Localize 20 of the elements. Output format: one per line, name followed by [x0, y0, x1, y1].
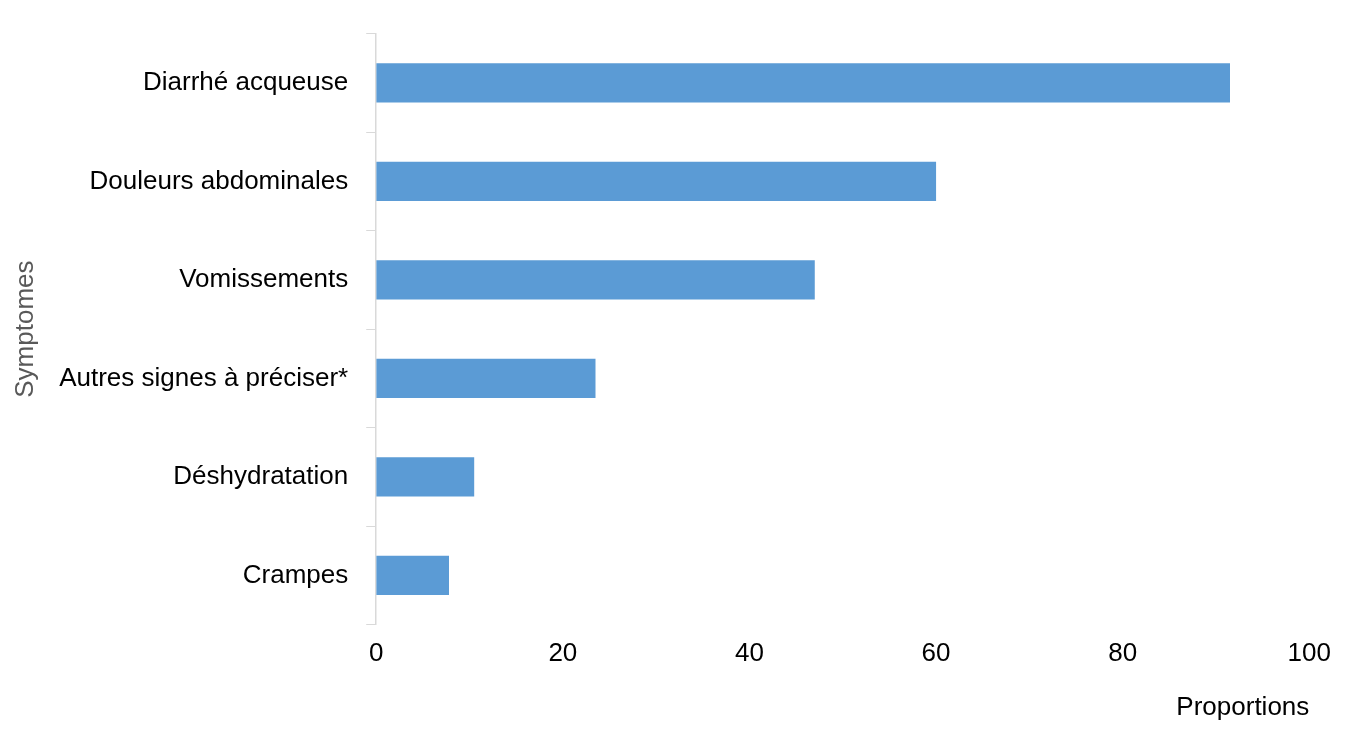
x-tick-label: 60	[921, 637, 951, 668]
y-tick-label: Diarrhé acqueuse	[142, 66, 349, 97]
x-tick-label: 40	[735, 637, 764, 668]
x-axis-title: Proportions	[1176, 690, 1310, 721]
bar	[376, 63, 1230, 103]
y-tick-label: Vomissements	[179, 263, 349, 294]
y-tick-label: Douleurs abdominales	[89, 164, 349, 195]
y-tick-label: Crampes	[242, 558, 349, 589]
x-tick-label: 100	[1287, 637, 1332, 668]
y-tick-label: Autres signes à préciser*	[59, 361, 349, 392]
x-tick-label: 0	[368, 637, 384, 668]
x-tick-label: 20	[548, 637, 578, 668]
bar	[376, 161, 937, 202]
y-axis-title: Symptomes	[8, 260, 39, 398]
bar	[376, 555, 449, 596]
bar	[376, 457, 475, 497]
y-tick-label: Déshydratation	[173, 460, 349, 491]
bar	[376, 260, 815, 300]
x-tick-label: 80	[1108, 637, 1138, 668]
bar	[376, 358, 596, 399]
